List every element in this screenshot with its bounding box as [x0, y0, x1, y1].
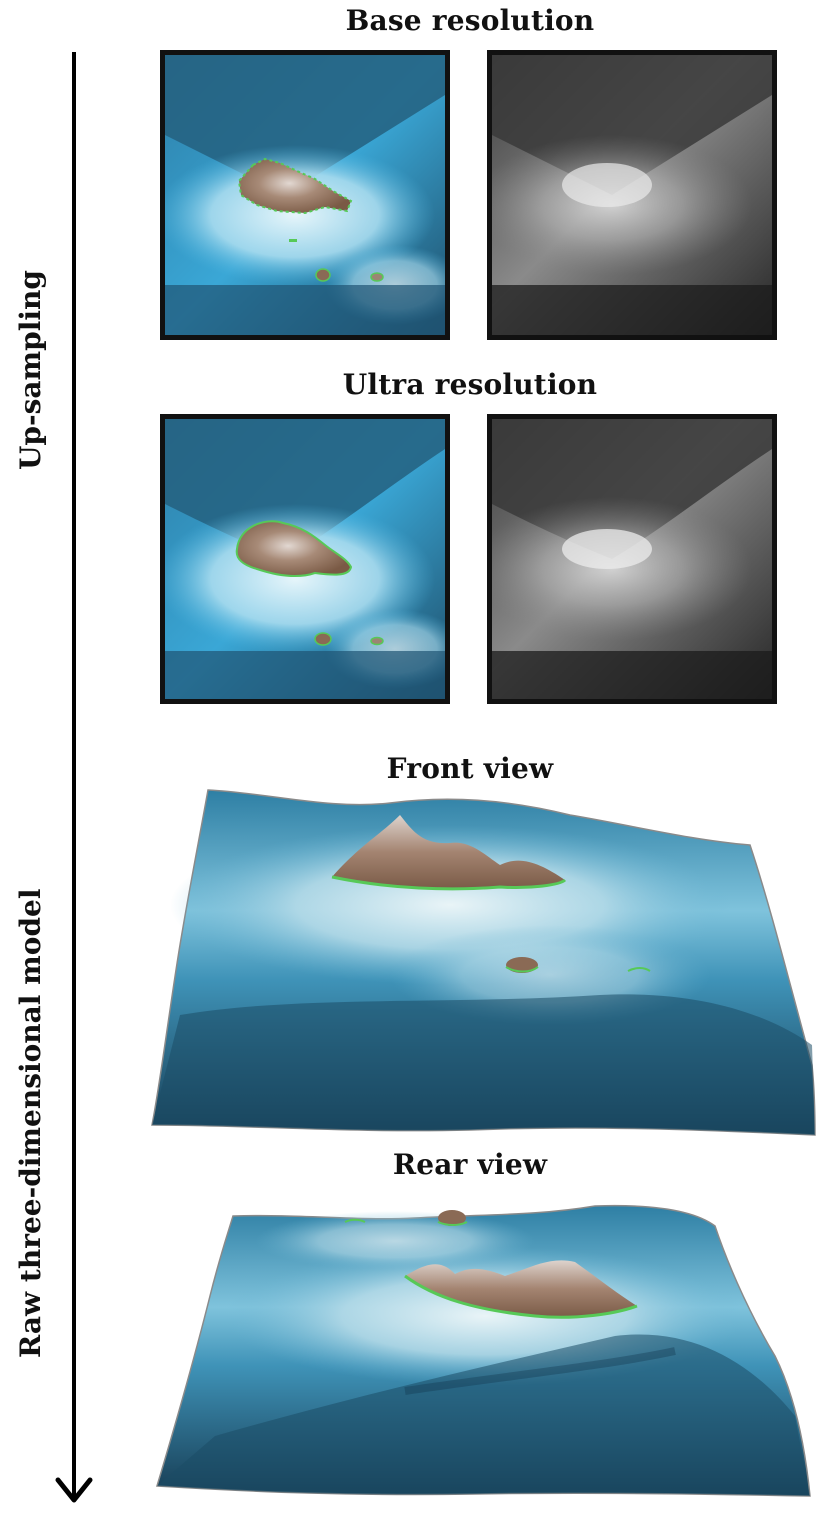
base-resolution-title: Base resolution — [345, 4, 595, 37]
down-arrow-icon — [55, 52, 93, 1503]
upsampling-label: Up-sampling — [14, 270, 47, 470]
ultra-resolution-color-map — [160, 414, 450, 704]
rear-view-title: Rear view — [392, 1148, 548, 1181]
base-resolution-color-map — [160, 50, 450, 340]
base-resolution-elevation-map — [487, 50, 777, 340]
front-view-terrain — [151, 789, 816, 1136]
ultra-resolution-title: Ultra resolution — [342, 368, 598, 401]
rear-view-terrain — [156, 1204, 811, 1497]
raw-model-label: Raw three-dimensional model — [14, 888, 47, 1358]
front-view-title: Front view — [386, 752, 554, 785]
ultra-resolution-elevation-map — [487, 414, 777, 704]
